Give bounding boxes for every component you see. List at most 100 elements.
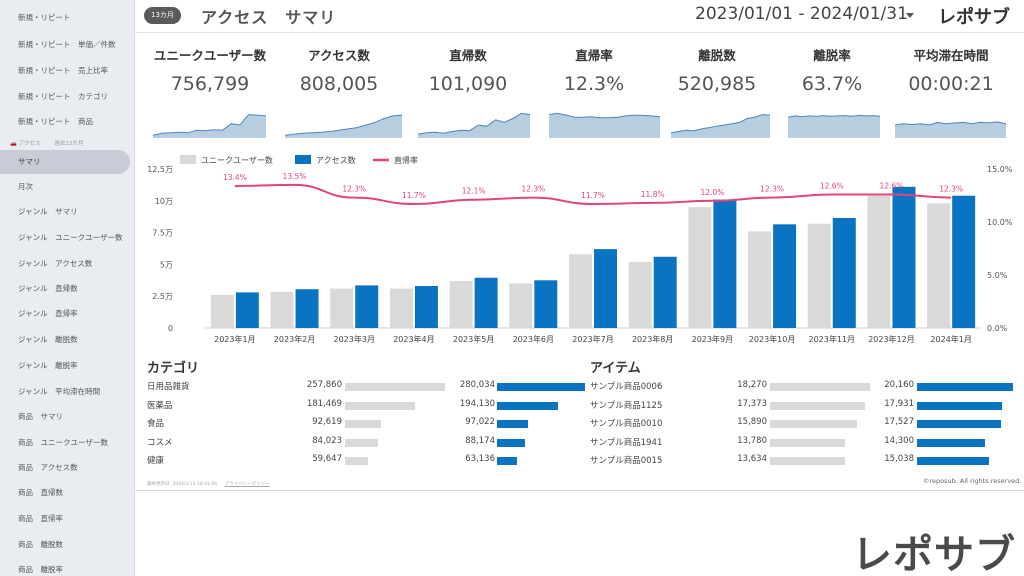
kpi-label: アクセス数 <box>308 48 370 63</box>
table-row: サンプル商品0006 18,270 20,160 <box>590 380 1020 394</box>
privacy-policy-link[interactable]: プライバシーポリシー <box>224 482 270 487</box>
row-name: サンプル商品0015 <box>590 456 663 466</box>
table-row: サンプル商品1941 13,780 14,300 <box>590 436 1020 450</box>
row-name: 食品 <box>147 419 165 429</box>
kpi-label: 平均滞在時間 <box>913 48 989 63</box>
bounce-rate-label: 12.6% <box>880 181 904 190</box>
sparkline-line <box>417 112 531 135</box>
bounce-rate-label: 11.7% <box>581 191 605 200</box>
row-bar-1 <box>770 457 845 465</box>
sidebar-item[interactable]: 商品 離脱数 <box>18 540 63 549</box>
kpi-value: 00:00:21 <box>908 73 994 95</box>
sparkline-area <box>671 114 770 138</box>
sidebar-item[interactable]: ジャンル 離脱数 <box>18 335 78 344</box>
bounce-rate-label: 11.7% <box>402 191 426 200</box>
sidebar-nav: 新規・リピート新規・リピート 単価／件数 新規・リピート 売上比率 新規・リピート … <box>0 0 135 576</box>
row-name: サンプル商品1125 <box>590 400 663 411</box>
sidebar-item[interactable]: 月次 <box>18 182 33 191</box>
row-value-2: 194,130 <box>459 398 495 409</box>
bar-unique-users <box>748 231 772 328</box>
bar-access-count <box>952 195 976 328</box>
chevron-down-icon[interactable] <box>906 13 914 18</box>
kpi-label: 離脱率 <box>813 48 851 63</box>
sidebar-item[interactable]: 商品 サマリ <box>18 412 63 421</box>
kpi-card: 直帰率 12.3% <box>531 45 657 95</box>
sidebar-item[interactable]: ジャンル サマリ <box>18 207 78 216</box>
date-range-selector[interactable]: 2023/01/01 - 2024/01/31 <box>695 4 908 24</box>
x-tick-label: 2023年12月 <box>868 334 915 344</box>
x-tick-label: 2023年2月 <box>274 334 315 344</box>
row-value-2: 97,022 <box>465 417 495 427</box>
row-value-2: 63,136 <box>465 454 495 464</box>
bar-unique-users <box>688 207 712 328</box>
sidebar-item[interactable]: ジャンル 平均滞在時間 <box>18 387 101 396</box>
row-bar-1 <box>345 438 378 447</box>
sparkline-line <box>152 114 267 136</box>
table-row: 健康 59,647 63,136 <box>147 454 577 468</box>
bar-unique-users <box>270 291 294 328</box>
kpi-value: 520,985 <box>677 73 757 95</box>
x-tick-label: 2023年1月 <box>214 334 255 344</box>
sidebar-item[interactable]: ジャンル アクセス数 <box>18 259 93 268</box>
row-value-1: 15,890 <box>737 417 767 427</box>
monthly-combo-chart: 0 2.5万 5万 7.5万 10万 12.5万 0.0% 5.0% 10.0% 15.0% 202… <box>147 155 1013 344</box>
y-left-tick-label: 2.5万 <box>152 292 173 301</box>
sparkline-area <box>895 121 1006 138</box>
sidebar-item[interactable]: 新規・リピート 単価／件数 <box>18 40 116 49</box>
sidebar-item[interactable]: 商品 アクセス数 <box>18 463 78 472</box>
x-tick-label: 2023年10月 <box>749 334 796 344</box>
sidebar-item[interactable]: ジャンル ユニークユーザー数 <box>18 233 123 242</box>
sidebar-item[interactable]: 商品 直帰率 <box>18 514 63 523</box>
sidebar-item[interactable]: 新規・リピート <box>18 13 71 22</box>
row-value-2: 14,300 <box>884 435 914 446</box>
item-table-title: アイテム <box>590 361 641 376</box>
x-tick-label: 2023年5月 <box>453 334 494 344</box>
row-bar-1 <box>345 420 381 428</box>
y-left-tick-label: 12.5万 <box>147 165 173 174</box>
kpi-value: 63.7% <box>801 73 863 95</box>
row-value-2: 280,034 <box>459 380 495 390</box>
bar-access-count <box>534 280 558 328</box>
sidebar-item[interactable]: 商品 直帰数 <box>18 488 63 497</box>
row-bar-2 <box>497 401 558 410</box>
bar-access-count <box>653 256 677 328</box>
brand-logo: レポサブ <box>938 7 1010 28</box>
sidebar-item[interactable]: 新規・リピート カテゴリ <box>18 92 108 101</box>
row-bar-1 <box>770 401 866 410</box>
row-bar-2 <box>917 383 1013 391</box>
bar-access-count <box>892 186 916 328</box>
sparkline-line <box>894 121 1007 126</box>
kpi-value: 12.3% <box>563 73 625 95</box>
bounce-rate-label: 12.3% <box>760 185 784 194</box>
y-right-tick-label: 0.0% <box>987 324 1008 333</box>
sidebar-item[interactable]: ジャンル 離脱率 <box>18 361 78 370</box>
car-icon: 🚗 <box>10 141 19 147</box>
row-bar-1 <box>770 383 870 391</box>
x-tick-label: 2023年8月 <box>632 334 673 344</box>
sidebar-item[interactable]: ジャンル 直帰率 <box>18 309 78 318</box>
sidebar-item[interactable]: 商品 離脱率 <box>18 565 63 574</box>
sidebar-section-label: アクセス <box>18 141 41 147</box>
row-value-1: 59,647 <box>312 454 342 464</box>
row-value-1: 13,780 <box>737 435 767 446</box>
bar-unique-users <box>927 203 951 328</box>
table-row: 日用品雑貨 257,860 280,034 <box>147 380 585 394</box>
sidebar-item[interactable]: 商品 ユニークユーザー数 <box>18 438 108 447</box>
bar-unique-users <box>867 195 891 328</box>
row-name: 日用品雑貨 <box>147 382 190 392</box>
sparkline-line <box>787 114 881 118</box>
last-updated: 最終更新日: 2024/2/13 18:41:06 <box>147 482 218 487</box>
sidebar-item[interactable]: ジャンル 直帰数 <box>18 284 78 293</box>
bar-unique-users <box>509 283 533 328</box>
kpi-value: 101,090 <box>428 73 508 95</box>
bounce-rate-label: 12.3% <box>521 185 545 194</box>
row-value-2: 15,038 <box>884 454 914 464</box>
sidebar-item[interactable]: 新規・リピート 商品 <box>18 117 93 126</box>
header-divider <box>135 32 1024 33</box>
footer-note: 最終更新日: 2024/2/13 18:41:06 プライバシーポリシー <box>147 481 270 487</box>
y-left-tick-label: 7.5万 <box>152 229 173 238</box>
sidebar-item[interactable]: サマリ <box>0 150 130 174</box>
bar-access-count <box>474 277 498 328</box>
sidebar-item[interactable]: 新規・リピート 売上比率 <box>18 66 108 75</box>
bar-access-count <box>773 224 797 328</box>
